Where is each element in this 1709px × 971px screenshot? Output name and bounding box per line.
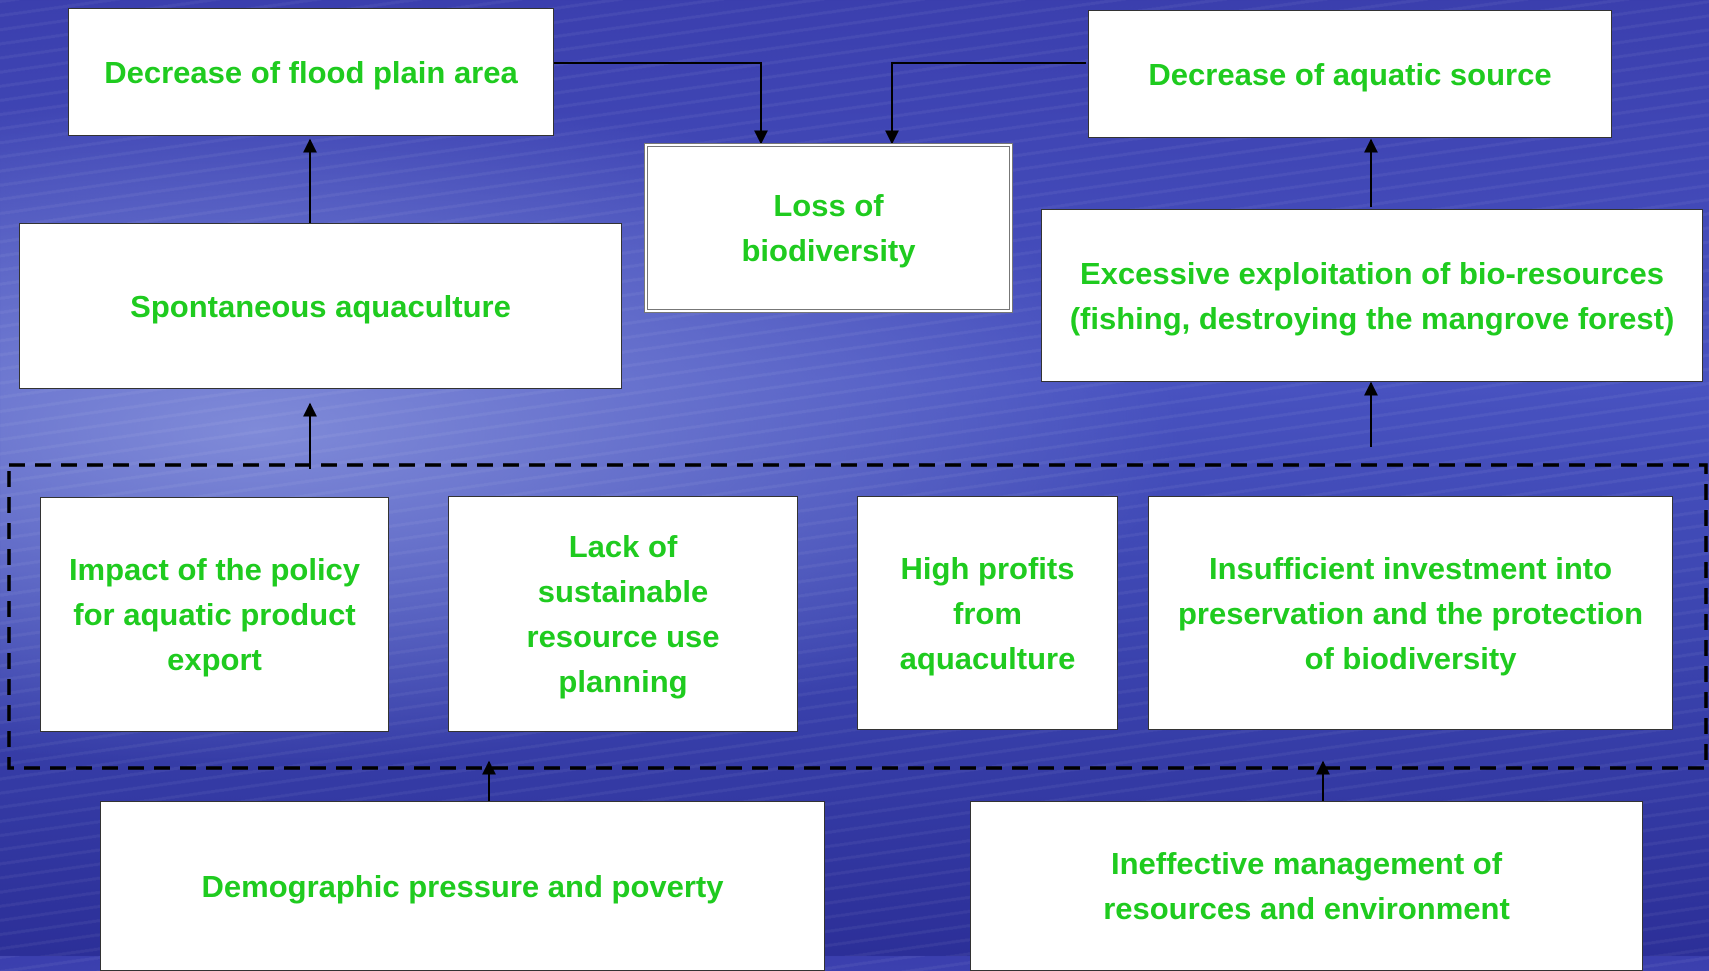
node: Lack of sustainable resource use plannin…	[448, 496, 798, 732]
node: Demographic pressure and poverty	[100, 801, 825, 971]
node: Spontaneous aquaculture	[19, 223, 622, 389]
node: Loss of biodiversity	[644, 143, 1013, 313]
node: Ineffective management of resources and …	[970, 801, 1643, 971]
node: Decrease of flood plain area	[68, 8, 554, 136]
node: Impact of the policy for aquatic product…	[40, 497, 389, 732]
arrow	[550, 63, 761, 143]
node: Excessive exploitation of bio-resources …	[1041, 209, 1703, 382]
page: Decrease of flood plain area Decrease of…	[0, 0, 1709, 956]
node: High profits from aquaculture	[857, 496, 1118, 730]
arrow	[892, 63, 1086, 143]
node: Decrease of aquatic source	[1088, 10, 1612, 138]
node: Insufficient investment into preservatio…	[1148, 496, 1673, 730]
